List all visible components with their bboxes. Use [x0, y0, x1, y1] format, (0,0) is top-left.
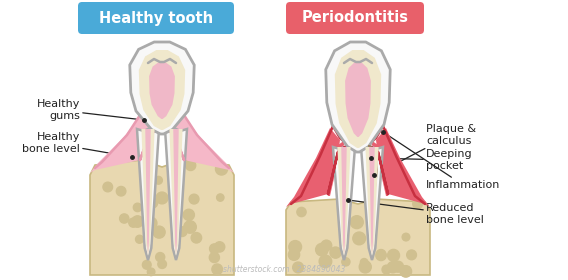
PathPatch shape — [165, 129, 187, 260]
Circle shape — [209, 252, 219, 263]
Circle shape — [189, 194, 199, 204]
Text: Reduced
bone level: Reduced bone level — [351, 200, 484, 225]
PathPatch shape — [286, 128, 340, 207]
Circle shape — [215, 163, 228, 175]
PathPatch shape — [326, 42, 390, 152]
Circle shape — [377, 249, 386, 259]
PathPatch shape — [365, 147, 379, 256]
PathPatch shape — [368, 145, 378, 205]
PathPatch shape — [173, 129, 179, 254]
Circle shape — [132, 216, 143, 227]
Circle shape — [319, 255, 332, 268]
Circle shape — [330, 247, 341, 258]
PathPatch shape — [368, 138, 388, 196]
Circle shape — [120, 214, 129, 223]
Circle shape — [215, 242, 225, 252]
Circle shape — [400, 266, 412, 277]
Circle shape — [293, 262, 303, 273]
Circle shape — [350, 216, 364, 228]
Circle shape — [212, 264, 223, 275]
Circle shape — [289, 241, 302, 253]
PathPatch shape — [130, 42, 194, 134]
Circle shape — [353, 232, 366, 245]
PathPatch shape — [333, 147, 355, 260]
Circle shape — [158, 260, 166, 269]
Circle shape — [316, 243, 328, 256]
Circle shape — [103, 182, 112, 192]
PathPatch shape — [174, 114, 234, 173]
Circle shape — [129, 218, 138, 227]
PathPatch shape — [345, 62, 371, 137]
Circle shape — [392, 261, 403, 272]
Text: Healthy tooth: Healthy tooth — [99, 10, 213, 25]
Circle shape — [191, 233, 202, 243]
Circle shape — [133, 203, 142, 212]
Circle shape — [376, 250, 386, 261]
PathPatch shape — [361, 147, 383, 260]
PathPatch shape — [337, 147, 350, 256]
PathPatch shape — [286, 199, 430, 275]
Circle shape — [148, 198, 158, 208]
Circle shape — [216, 194, 224, 201]
Circle shape — [183, 209, 194, 220]
PathPatch shape — [139, 50, 185, 130]
PathPatch shape — [90, 114, 150, 173]
Circle shape — [382, 265, 391, 274]
PathPatch shape — [169, 129, 182, 256]
PathPatch shape — [141, 129, 154, 256]
Circle shape — [136, 235, 144, 243]
PathPatch shape — [149, 62, 175, 119]
PathPatch shape — [140, 130, 156, 162]
Circle shape — [289, 249, 300, 260]
PathPatch shape — [369, 147, 375, 254]
Text: Healthy
bone level: Healthy bone level — [22, 132, 130, 157]
PathPatch shape — [328, 138, 348, 196]
Circle shape — [143, 260, 151, 269]
Circle shape — [359, 261, 371, 273]
Text: Periodontitis: Periodontitis — [302, 10, 408, 25]
Circle shape — [153, 226, 165, 238]
Text: shutterstock.com · 2384890043: shutterstock.com · 2384890043 — [223, 265, 345, 274]
PathPatch shape — [137, 129, 159, 260]
Circle shape — [177, 227, 187, 237]
FancyBboxPatch shape — [78, 2, 234, 34]
Circle shape — [402, 233, 410, 241]
Circle shape — [387, 262, 398, 273]
Circle shape — [342, 258, 350, 266]
Circle shape — [360, 258, 368, 266]
Circle shape — [321, 240, 332, 251]
PathPatch shape — [145, 129, 151, 254]
Circle shape — [156, 253, 165, 262]
Circle shape — [147, 268, 155, 276]
PathPatch shape — [335, 50, 381, 148]
Circle shape — [407, 250, 416, 260]
Text: Healthy
gums: Healthy gums — [36, 99, 141, 121]
Circle shape — [297, 207, 306, 217]
Circle shape — [145, 217, 157, 229]
Text: Deeping
pocket: Deeping pocket — [374, 149, 473, 171]
Circle shape — [210, 244, 219, 254]
Circle shape — [184, 221, 197, 233]
Text: Inflammation: Inflammation — [385, 134, 500, 190]
FancyBboxPatch shape — [286, 2, 424, 34]
Circle shape — [116, 186, 126, 196]
Text: Plaque &
calculus: Plaque & calculus — [377, 124, 476, 174]
PathPatch shape — [341, 147, 346, 254]
Circle shape — [156, 192, 168, 204]
Circle shape — [413, 199, 423, 209]
PathPatch shape — [376, 128, 430, 207]
PathPatch shape — [90, 160, 234, 275]
Circle shape — [154, 176, 162, 184]
Circle shape — [366, 212, 377, 223]
Circle shape — [387, 249, 399, 261]
PathPatch shape — [168, 130, 184, 162]
Circle shape — [186, 160, 196, 171]
